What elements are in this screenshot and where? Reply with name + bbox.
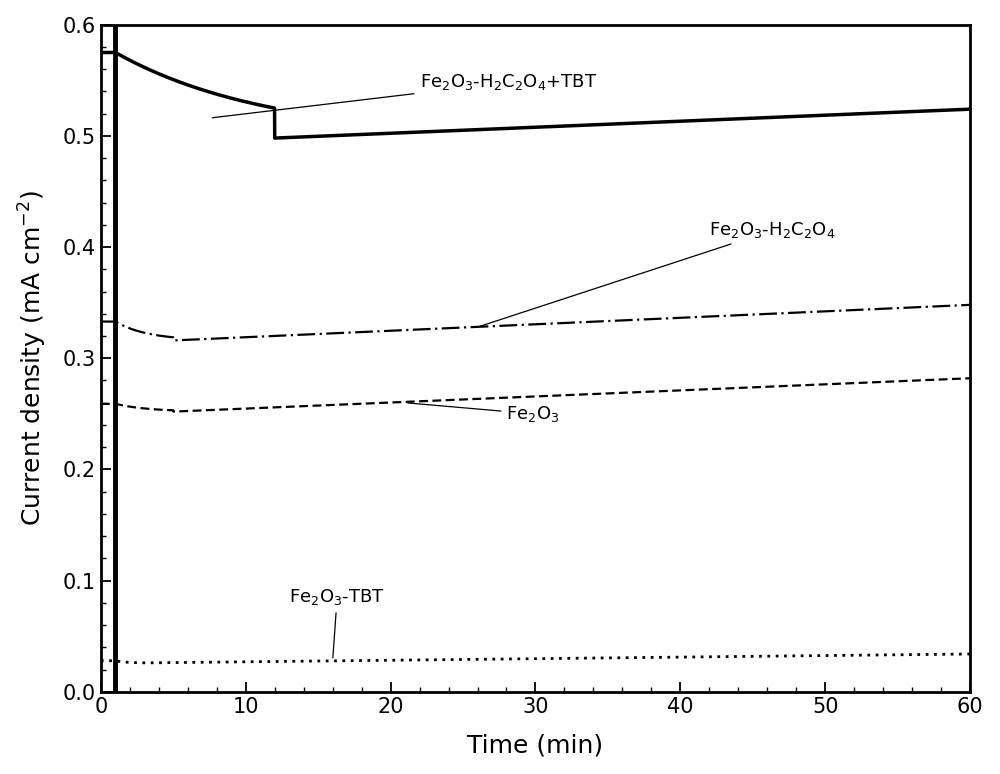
Text: Fe$_2$O$_3$-TBT: Fe$_2$O$_3$-TBT xyxy=(289,587,385,658)
Y-axis label: Current density (mA cm$^{-2}$): Current density (mA cm$^{-2}$) xyxy=(17,190,49,526)
Text: Fe$_2$O$_3$-H$_2$C$_2$O$_4$: Fe$_2$O$_3$-H$_2$C$_2$O$_4$ xyxy=(480,221,836,326)
Text: Fe$_2$O$_3$-H$_2$C$_2$O$_4$+TBT: Fe$_2$O$_3$-H$_2$C$_2$O$_4$+TBT xyxy=(212,73,597,118)
X-axis label: Time (min): Time (min) xyxy=(467,733,604,757)
Text: Fe$_2$O$_3$: Fe$_2$O$_3$ xyxy=(408,403,560,424)
